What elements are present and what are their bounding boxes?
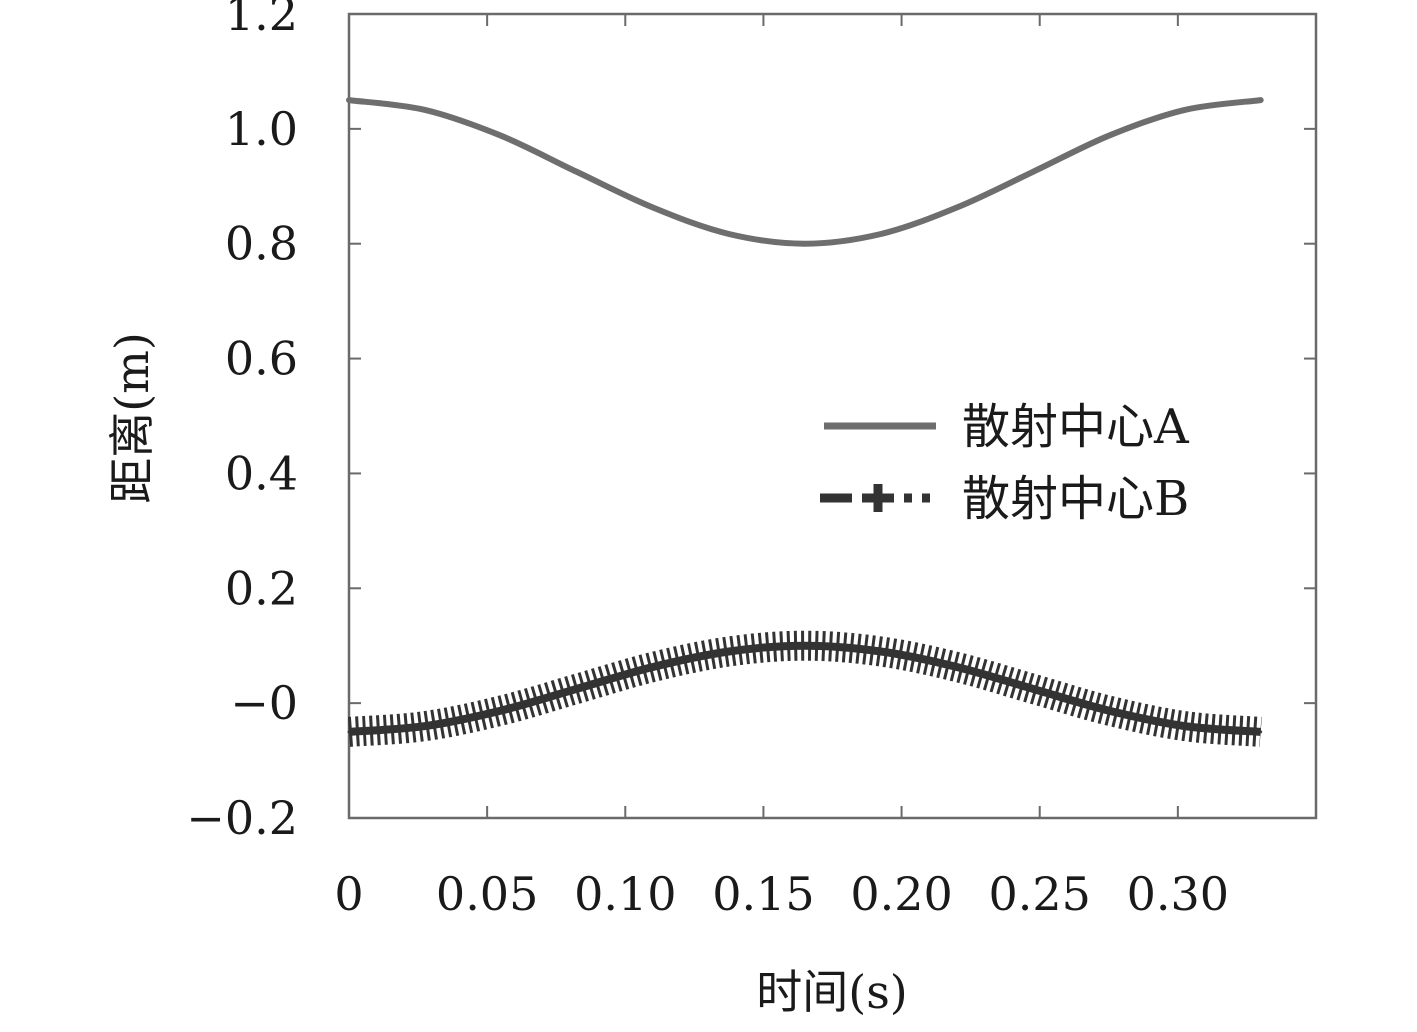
series-line-a — [346, 97, 1264, 247]
data-point — [651, 665, 655, 669]
data-point — [1259, 98, 1263, 102]
data-point — [1107, 709, 1111, 713]
data-point — [423, 724, 427, 728]
data-point — [575, 687, 579, 691]
y-tick-label: 0.8 — [225, 217, 298, 271]
data-point — [347, 730, 351, 734]
y-tick-label: −0.2 — [186, 791, 298, 845]
data-point — [1259, 730, 1263, 734]
data-point — [879, 232, 883, 236]
axes: 0 0.05 0.10 0.15 0.20 0.25 0.30 −0.2 −0 0.2 0.4 0.6… — [186, 0, 1318, 921]
x-tick-label: 0.25 — [989, 867, 1091, 921]
data-point — [727, 650, 731, 653]
y-tick-label: 0.4 — [225, 446, 298, 500]
data-point — [423, 108, 427, 112]
series-layer — [346, 97, 1264, 747]
data-point — [955, 206, 959, 209]
y-tick-label: −0 — [230, 676, 298, 730]
y-axis-title: 距离(m) — [105, 332, 159, 504]
x-tick-label: 0.30 — [1127, 867, 1229, 921]
data-point — [1183, 108, 1187, 112]
series-markers-b — [347, 630, 1262, 747]
y-tick-label: 0.2 — [225, 561, 298, 615]
x-tick-label: 0.05 — [436, 867, 538, 921]
legend-label: 散射中心A — [962, 399, 1190, 455]
plot-frame — [347, 12, 1318, 820]
x-tick-label: 0 — [334, 867, 363, 921]
x-axis-title: 时间(s) — [756, 965, 908, 1019]
data-point — [1031, 687, 1035, 691]
data-point — [879, 650, 883, 653]
y-tick-label: 1.2 — [225, 0, 298, 41]
data-point — [347, 98, 351, 102]
data-point — [803, 242, 807, 246]
data-point — [575, 170, 579, 174]
data-point — [1183, 724, 1187, 728]
y-tick-label: 0.6 — [225, 332, 298, 386]
legend-label: 散射中心B — [962, 471, 1189, 527]
x-tick-label: 0.15 — [712, 867, 814, 921]
x-tick-label: 0.10 — [574, 867, 676, 921]
x-tick-label: 0.20 — [850, 867, 952, 921]
data-point — [499, 134, 503, 138]
data-point — [1031, 170, 1035, 174]
legend: 散射中心A 散射中心B — [820, 399, 1190, 527]
data-point — [1107, 134, 1111, 138]
data-point — [955, 665, 959, 669]
data-point — [727, 232, 731, 236]
data-point — [803, 644, 807, 648]
series-line-b — [348, 641, 1262, 736]
data-point — [651, 206, 655, 209]
y-tick-label: 1.0 — [225, 102, 298, 156]
data-point — [499, 709, 503, 713]
